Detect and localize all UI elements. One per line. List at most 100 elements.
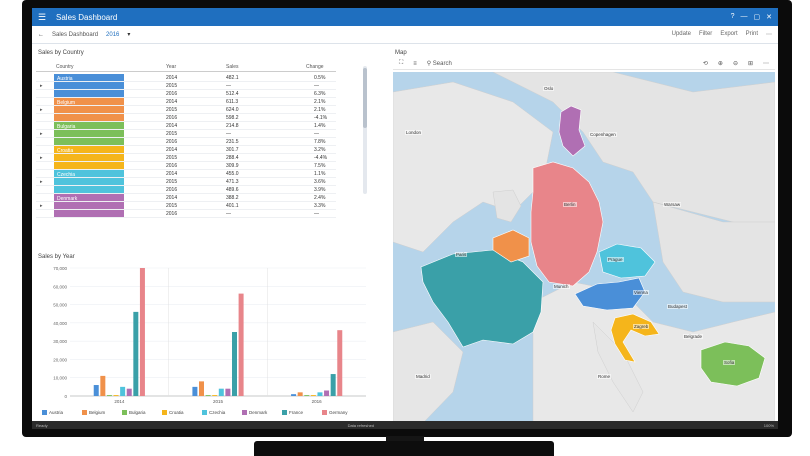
- legend-swatch[interactable]: [282, 410, 287, 415]
- table-row[interactable]: 2015 — —: [36, 82, 336, 90]
- help-icon[interactable]: ?: [730, 13, 735, 20]
- scrollbar-thumb[interactable]: [363, 68, 367, 128]
- breadcrumb[interactable]: Sales Dashboard: [52, 31, 99, 38]
- table-row[interactable]: 2014 214.8 1.4%: [36, 122, 336, 130]
- back-icon[interactable]: ←: [38, 31, 44, 38]
- bar-denmark-2016[interactable]: [324, 390, 330, 396]
- country-group[interactable]: Bulgaria: [54, 122, 124, 146]
- country-group[interactable]: Belgium: [54, 98, 124, 122]
- legend-swatch[interactable]: [242, 410, 247, 415]
- bar-denmark-2014[interactable]: [126, 388, 132, 396]
- bar-bulgaria-2014[interactable]: [106, 395, 112, 396]
- bar-bulgaria-2016[interactable]: [304, 395, 310, 396]
- bar-france-2014[interactable]: [133, 311, 139, 396]
- bar-austria-2014[interactable]: [93, 385, 99, 396]
- expand-toggle-icon[interactable]: ▸: [40, 179, 43, 185]
- expand-toggle-icon[interactable]: ▸: [40, 131, 43, 137]
- bar-bulgaria-2015[interactable]: [205, 395, 211, 396]
- bar-croatia-2015[interactable]: [212, 395, 218, 396]
- bar-germany-2014[interactable]: [139, 268, 145, 396]
- expand-toggle-icon[interactable]: ▸: [40, 203, 43, 209]
- bar-denmark-2015[interactable]: [225, 388, 231, 396]
- expand-toggle-icon[interactable]: ▸: [40, 107, 43, 113]
- country-group[interactable]: Czechia: [54, 170, 124, 194]
- legend-label[interactable]: Germany: [329, 410, 348, 415]
- col-sales[interactable]: Sales: [226, 64, 239, 70]
- bar-austria-2016[interactable]: [291, 394, 297, 396]
- table-row[interactable]: 2016 231.5 7.8%: [36, 138, 336, 146]
- expand-toggle-icon[interactable]: ▸: [40, 83, 43, 89]
- table-row[interactable]: 2014 455.0 1.1%: [36, 170, 336, 178]
- country-group[interactable]: Denmark: [54, 194, 124, 218]
- table-row[interactable]: 2014 388.2 2.4%: [36, 194, 336, 202]
- col-country[interactable]: Country: [56, 64, 74, 70]
- bar-germany-2016[interactable]: [337, 330, 343, 396]
- table-scrollbar[interactable]: [363, 66, 367, 194]
- belgium-region[interactable]: [492, 229, 530, 263]
- more-icon[interactable]: ⋯: [766, 32, 772, 38]
- table-row[interactable]: 2014 482.1 0.5%: [36, 74, 336, 82]
- bar-belgium-2016[interactable]: [297, 392, 303, 396]
- zoom-in-icon[interactable]: ⊕: [717, 61, 723, 67]
- fullscreen-icon[interactable]: ⛶: [399, 60, 404, 66]
- expand-toggle-icon[interactable]: ▸: [40, 155, 43, 161]
- table-row[interactable]: 2014 301.7 3.2%: [36, 146, 336, 154]
- bar-france-2015[interactable]: [232, 332, 237, 396]
- legend-label[interactable]: Belgium: [89, 410, 106, 415]
- bar-czechia-2016[interactable]: [317, 392, 323, 396]
- map-search[interactable]: ⚲ Search: [426, 61, 452, 67]
- bar-austria-2015[interactable]: [192, 386, 198, 396]
- minimize-icon[interactable]: —: [740, 13, 748, 20]
- table-row[interactable]: 2014 611.3 2.1%: [36, 98, 336, 106]
- bar-belgium-2014[interactable]: [100, 375, 106, 396]
- table-row[interactable]: 2015 471.3 3.6%: [36, 178, 336, 186]
- col-change[interactable]: Change: [306, 64, 324, 70]
- year-selector[interactable]: 2016: [106, 31, 120, 38]
- legend-swatch[interactable]: [202, 410, 207, 415]
- table-row[interactable]: 2015 624.0 2.1%: [36, 106, 336, 114]
- table-row[interactable]: 2015 288.4 -4.4%: [36, 154, 336, 162]
- filter-button[interactable]: Filter: [698, 31, 713, 37]
- czechia-region[interactable]: [598, 243, 656, 279]
- country-group[interactable]: Austria: [54, 74, 124, 98]
- grid-icon[interactable]: ⊞: [747, 61, 753, 67]
- bar-france-2016[interactable]: [330, 374, 336, 396]
- table-row[interactable]: 2015 — —: [36, 130, 336, 138]
- map-canvas[interactable]: London Paris Berlin Warsaw Prague Vienna…: [393, 72, 775, 423]
- legend-swatch[interactable]: [82, 410, 87, 415]
- print-button[interactable]: Print: [745, 31, 758, 37]
- zoom-out-icon[interactable]: ⊖: [732, 61, 738, 67]
- table-row[interactable]: 2016 512.4 6.3%: [36, 90, 336, 98]
- bar-croatia-2014[interactable]: [113, 395, 119, 396]
- legend-label[interactable]: Croatia: [169, 410, 184, 415]
- close-icon[interactable]: ✕: [766, 14, 772, 21]
- update-button[interactable]: Update: [671, 31, 691, 37]
- map-more-icon[interactable]: ⋯: [763, 61, 769, 67]
- maximize-icon[interactable]: ▢: [753, 14, 761, 21]
- table-row[interactable]: 2016 309.9 7.5%: [36, 162, 336, 170]
- germany-region[interactable]: [530, 161, 604, 287]
- legend-label[interactable]: Bulgaria: [129, 410, 146, 415]
- bar-croatia-2016[interactable]: [310, 395, 316, 396]
- table-row[interactable]: 2015 401.1 3.3%: [36, 202, 336, 210]
- bar-germany-2015[interactable]: [238, 293, 244, 396]
- bar-belgium-2015[interactable]: [199, 381, 204, 396]
- layers-icon[interactable]: ≡: [413, 60, 417, 67]
- table-row[interactable]: 2016 489.6 3.9%: [36, 186, 336, 194]
- legend-swatch[interactable]: [322, 410, 327, 415]
- legend-label[interactable]: Denmark: [249, 410, 268, 415]
- table-row[interactable]: 2016 — —: [36, 210, 336, 218]
- legend-swatch[interactable]: [162, 410, 167, 415]
- legend-swatch[interactable]: [42, 410, 47, 415]
- reset-icon[interactable]: ⟲: [702, 61, 708, 67]
- col-year[interactable]: Year: [166, 64, 177, 70]
- chevron-down-icon[interactable]: ▾: [127, 32, 131, 38]
- hamburger-menu-icon[interactable]: ☰: [38, 11, 47, 22]
- denmark-region[interactable]: [558, 105, 586, 157]
- table-row[interactable]: 2016 598.2 -4.1%: [36, 114, 336, 122]
- legend-label[interactable]: France: [289, 410, 304, 415]
- bar-czechia-2015[interactable]: [218, 388, 224, 396]
- legend-label[interactable]: Czechia: [209, 410, 226, 415]
- country-group[interactable]: Croatia: [54, 146, 124, 170]
- export-button[interactable]: Export: [720, 31, 738, 37]
